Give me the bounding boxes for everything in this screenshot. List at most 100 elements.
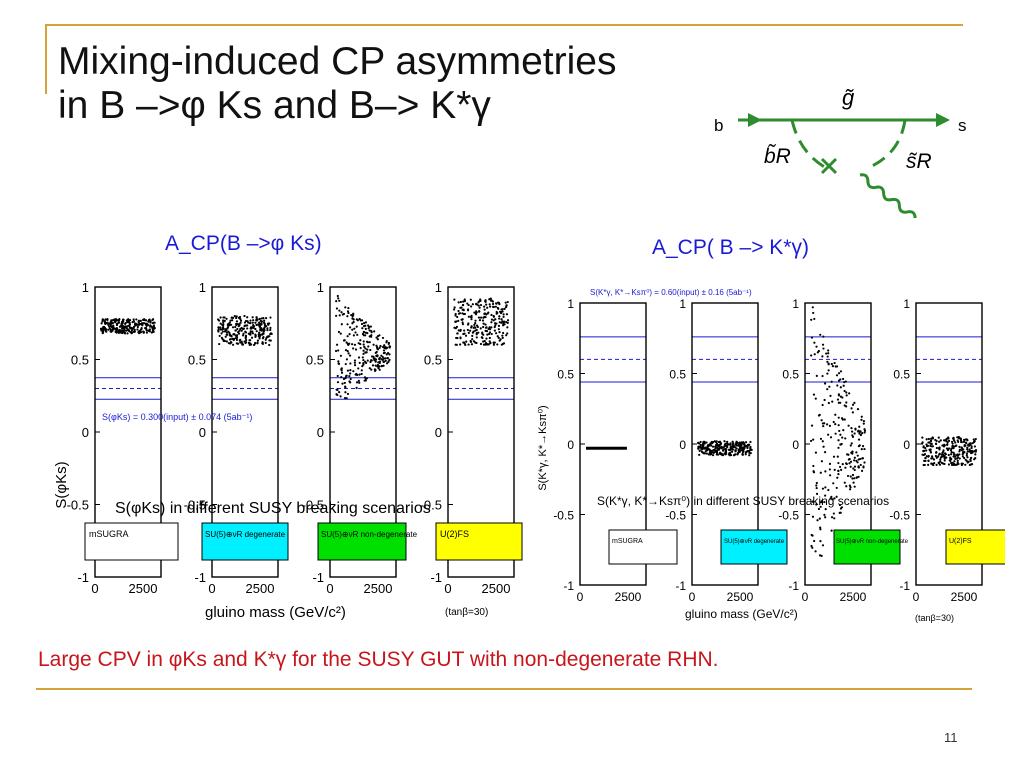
data-point [241, 343, 244, 346]
data-point [345, 358, 349, 361]
data-point [950, 457, 953, 461]
data-point [386, 357, 389, 360]
title-line-2: in B –>φ Ks and B–> K*γ [58, 84, 491, 127]
data-point [471, 303, 474, 306]
data-point [338, 391, 341, 394]
accent-rule-top [45, 24, 963, 26]
data-point [240, 329, 243, 332]
data-point [950, 451, 953, 454]
data-point [842, 429, 845, 432]
data-point [454, 320, 457, 323]
scenario-label-u2fs: U(2)FS [949, 538, 972, 545]
sbottom-label: b̃R [764, 144, 791, 168]
data-point [937, 455, 940, 458]
data-point [382, 352, 385, 355]
data-point [823, 382, 827, 385]
data-point [817, 349, 820, 353]
data-point [120, 327, 124, 330]
data-point [135, 318, 138, 321]
data-point [818, 554, 822, 557]
data-point [705, 441, 708, 444]
data-point [386, 352, 390, 355]
data-point [226, 333, 229, 336]
data-point [925, 438, 928, 441]
data-point [824, 470, 827, 473]
data-point [340, 323, 343, 326]
data-point [947, 463, 951, 466]
data-point [838, 503, 842, 507]
data-point [479, 303, 483, 307]
data-point [863, 431, 866, 434]
data-point [469, 340, 473, 343]
data-point [852, 481, 855, 484]
data-point [954, 441, 957, 444]
data-point [262, 321, 266, 324]
data-point [810, 354, 813, 357]
data-point [374, 364, 377, 367]
data-point [925, 443, 928, 446]
data-point [124, 322, 127, 325]
data-point [488, 340, 491, 343]
data-point [227, 324, 230, 327]
data-point [346, 350, 349, 353]
scatter-points [99, 317, 156, 335]
data-point [742, 441, 745, 444]
data-point [239, 338, 242, 341]
data-point [815, 492, 819, 495]
data-point [586, 446, 627, 450]
data-point [372, 343, 375, 346]
data-point [231, 337, 234, 340]
data-point [819, 501, 823, 504]
data-point [715, 450, 719, 453]
data-point [492, 341, 495, 344]
data-point [385, 362, 389, 365]
data-point [378, 357, 381, 361]
data-point [344, 385, 347, 388]
data-point [346, 315, 349, 318]
data-point [466, 328, 469, 332]
data-point [740, 441, 743, 444]
data-point [497, 336, 500, 339]
data-point [488, 298, 491, 301]
data-point [337, 330, 341, 334]
data-point [374, 360, 377, 363]
data-point [853, 465, 857, 468]
data-point [960, 440, 963, 444]
data-point [953, 460, 956, 463]
data-point [242, 332, 245, 335]
data-point [378, 365, 381, 368]
data-point [925, 445, 929, 448]
data-point [963, 438, 966, 442]
data-point [843, 418, 846, 421]
data-point [481, 331, 484, 334]
y-tick-label: -1 [312, 570, 324, 585]
data-point [950, 463, 954, 467]
data-point [359, 346, 362, 350]
s-quark-label: s [958, 116, 967, 135]
data-point [974, 457, 977, 460]
data-point [856, 454, 859, 457]
data-point [937, 436, 940, 439]
data-point [821, 440, 824, 443]
data-point [819, 526, 822, 529]
data-point [376, 363, 380, 367]
data-point [235, 338, 239, 341]
kgamma-band-text: S(K*γ, K*→Ksπ⁰) in different SUSY breaki… [597, 494, 889, 508]
data-point [847, 424, 850, 427]
data-point [965, 452, 969, 455]
data-point [354, 348, 358, 351]
data-point [383, 344, 386, 347]
data-point [835, 374, 839, 377]
data-point [145, 331, 149, 334]
data-point [336, 294, 339, 298]
data-point [826, 372, 829, 375]
data-point [475, 311, 478, 314]
data-point [838, 429, 841, 433]
data-point [231, 326, 235, 329]
data-point [362, 343, 365, 346]
data-point [342, 312, 345, 316]
data-point [141, 318, 145, 321]
data-point [335, 388, 338, 391]
data-point [737, 444, 740, 447]
data-point [349, 377, 352, 381]
